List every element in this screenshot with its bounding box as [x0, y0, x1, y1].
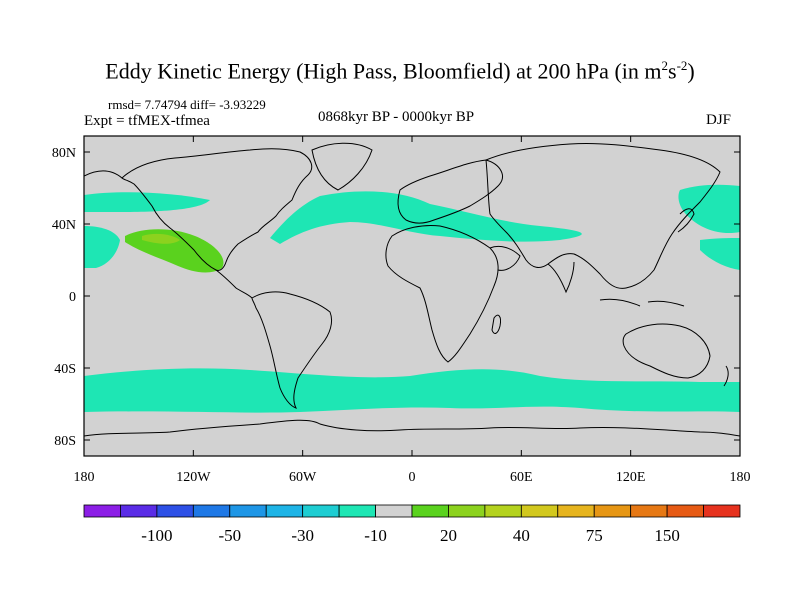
coastlines [84, 142, 740, 437]
chart-title: Eddy Kinetic Energy (High Pass, Bloomfie… [0, 58, 800, 84]
lon-tick-label: 60E [510, 470, 533, 485]
colorbar-labels: -100 -50 -30 -10 20 40 75 150 [141, 526, 680, 545]
stats-label: rmsd= 7.74794 diff= -3.93229 [108, 97, 266, 112]
anomaly-shading [84, 184, 740, 413]
pacific-band-east [84, 192, 210, 212]
colorbar-swatch [593, 504, 632, 518]
colorbar-swatch [83, 504, 121, 518]
colorbar-swatch [666, 504, 704, 518]
colorbar-swatch [229, 504, 267, 518]
coast-madagascar [491, 314, 501, 334]
colorbar-swatch [411, 504, 449, 518]
lat-tick-label: 40S [54, 362, 76, 377]
coast-arabia [489, 245, 521, 271]
north-atlantic-band [270, 191, 582, 244]
coast-greenland [311, 142, 373, 191]
coast-central-america [215, 269, 253, 299]
colorbar-label: 75 [586, 526, 603, 545]
colorbar-swatch [557, 504, 595, 518]
colorbar-swatch [520, 504, 559, 518]
period-label: 0868kyr BP - 0000kyr BP [318, 109, 475, 125]
title-mid: s [668, 58, 677, 84]
coast-africa [385, 225, 499, 363]
southern-ocean-band [84, 368, 740, 413]
coast-australia [622, 323, 711, 379]
coast-new-zealand [723, 365, 729, 387]
positive-anomaly-core [142, 233, 180, 244]
lon-tick-label: 0 [409, 470, 416, 485]
coast-japan [677, 208, 695, 233]
lat-tick-label: 40N [52, 218, 76, 233]
axis-ticks [83, 136, 741, 456]
colorbar-swatch [484, 504, 522, 518]
colorbar-swatch [703, 504, 741, 518]
coast-south-america [251, 291, 333, 409]
colorbar-swatch [375, 504, 413, 518]
colorbar-label: -30 [291, 526, 314, 545]
colorbar-swatch [338, 504, 376, 518]
subtropical-band-west [84, 226, 120, 268]
lon-tick-label: 60W [289, 470, 317, 485]
coast-north-america [121, 148, 313, 271]
season-label: DJF [706, 112, 732, 128]
colorbar-label: -50 [218, 526, 241, 545]
coast-asia [485, 142, 721, 289]
axis-tick-labels: 180 120W 60W 0 60E 120E 180 80N 40N 0 40S 80S [52, 146, 751, 485]
colorbar-label: 40 [513, 526, 530, 545]
colorbar-swatch [448, 504, 486, 518]
colorbar-swatch [156, 504, 194, 518]
lat-tick-label: 80S [54, 434, 76, 449]
colorbar-swatch [192, 504, 231, 518]
coast-antarctica [84, 419, 740, 437]
colorbar-label: 20 [440, 526, 457, 545]
title-main: Eddy Kinetic Energy (High Pass, Bloomfie… [105, 58, 662, 84]
colorbar-swatch [302, 504, 340, 518]
colorbar-label: 150 [654, 526, 680, 545]
coast-alaska [84, 170, 123, 179]
coast-indonesia [599, 298, 685, 307]
experiment-label: Expt = tfMEX-tfmea [84, 113, 210, 129]
colorbar-label: -100 [141, 526, 172, 545]
title-sup-2: -2 [676, 58, 688, 73]
colorbar [83, 504, 741, 518]
pacific-band-west [678, 184, 740, 234]
lon-tick-label: 120W [176, 470, 211, 485]
title-end: ) [687, 58, 695, 84]
map-plot-area [84, 136, 740, 456]
title-sup-1: 2 [661, 58, 669, 73]
lat-tick-label: 0 [69, 290, 76, 305]
colorbar-swatch [265, 504, 304, 518]
colorbar-swatch [630, 504, 668, 518]
colorbar-label: -10 [364, 526, 387, 545]
colorbar-swatch [120, 504, 158, 518]
lat-tick-label: 80N [52, 146, 76, 161]
coast-india [547, 261, 575, 294]
subtropical-band-east [700, 238, 740, 270]
coast-europe [397, 159, 503, 224]
lon-tick-label: 120E [616, 470, 646, 485]
lon-tick-label: 180 [730, 470, 751, 485]
lon-tick-label: 180 [74, 470, 95, 485]
